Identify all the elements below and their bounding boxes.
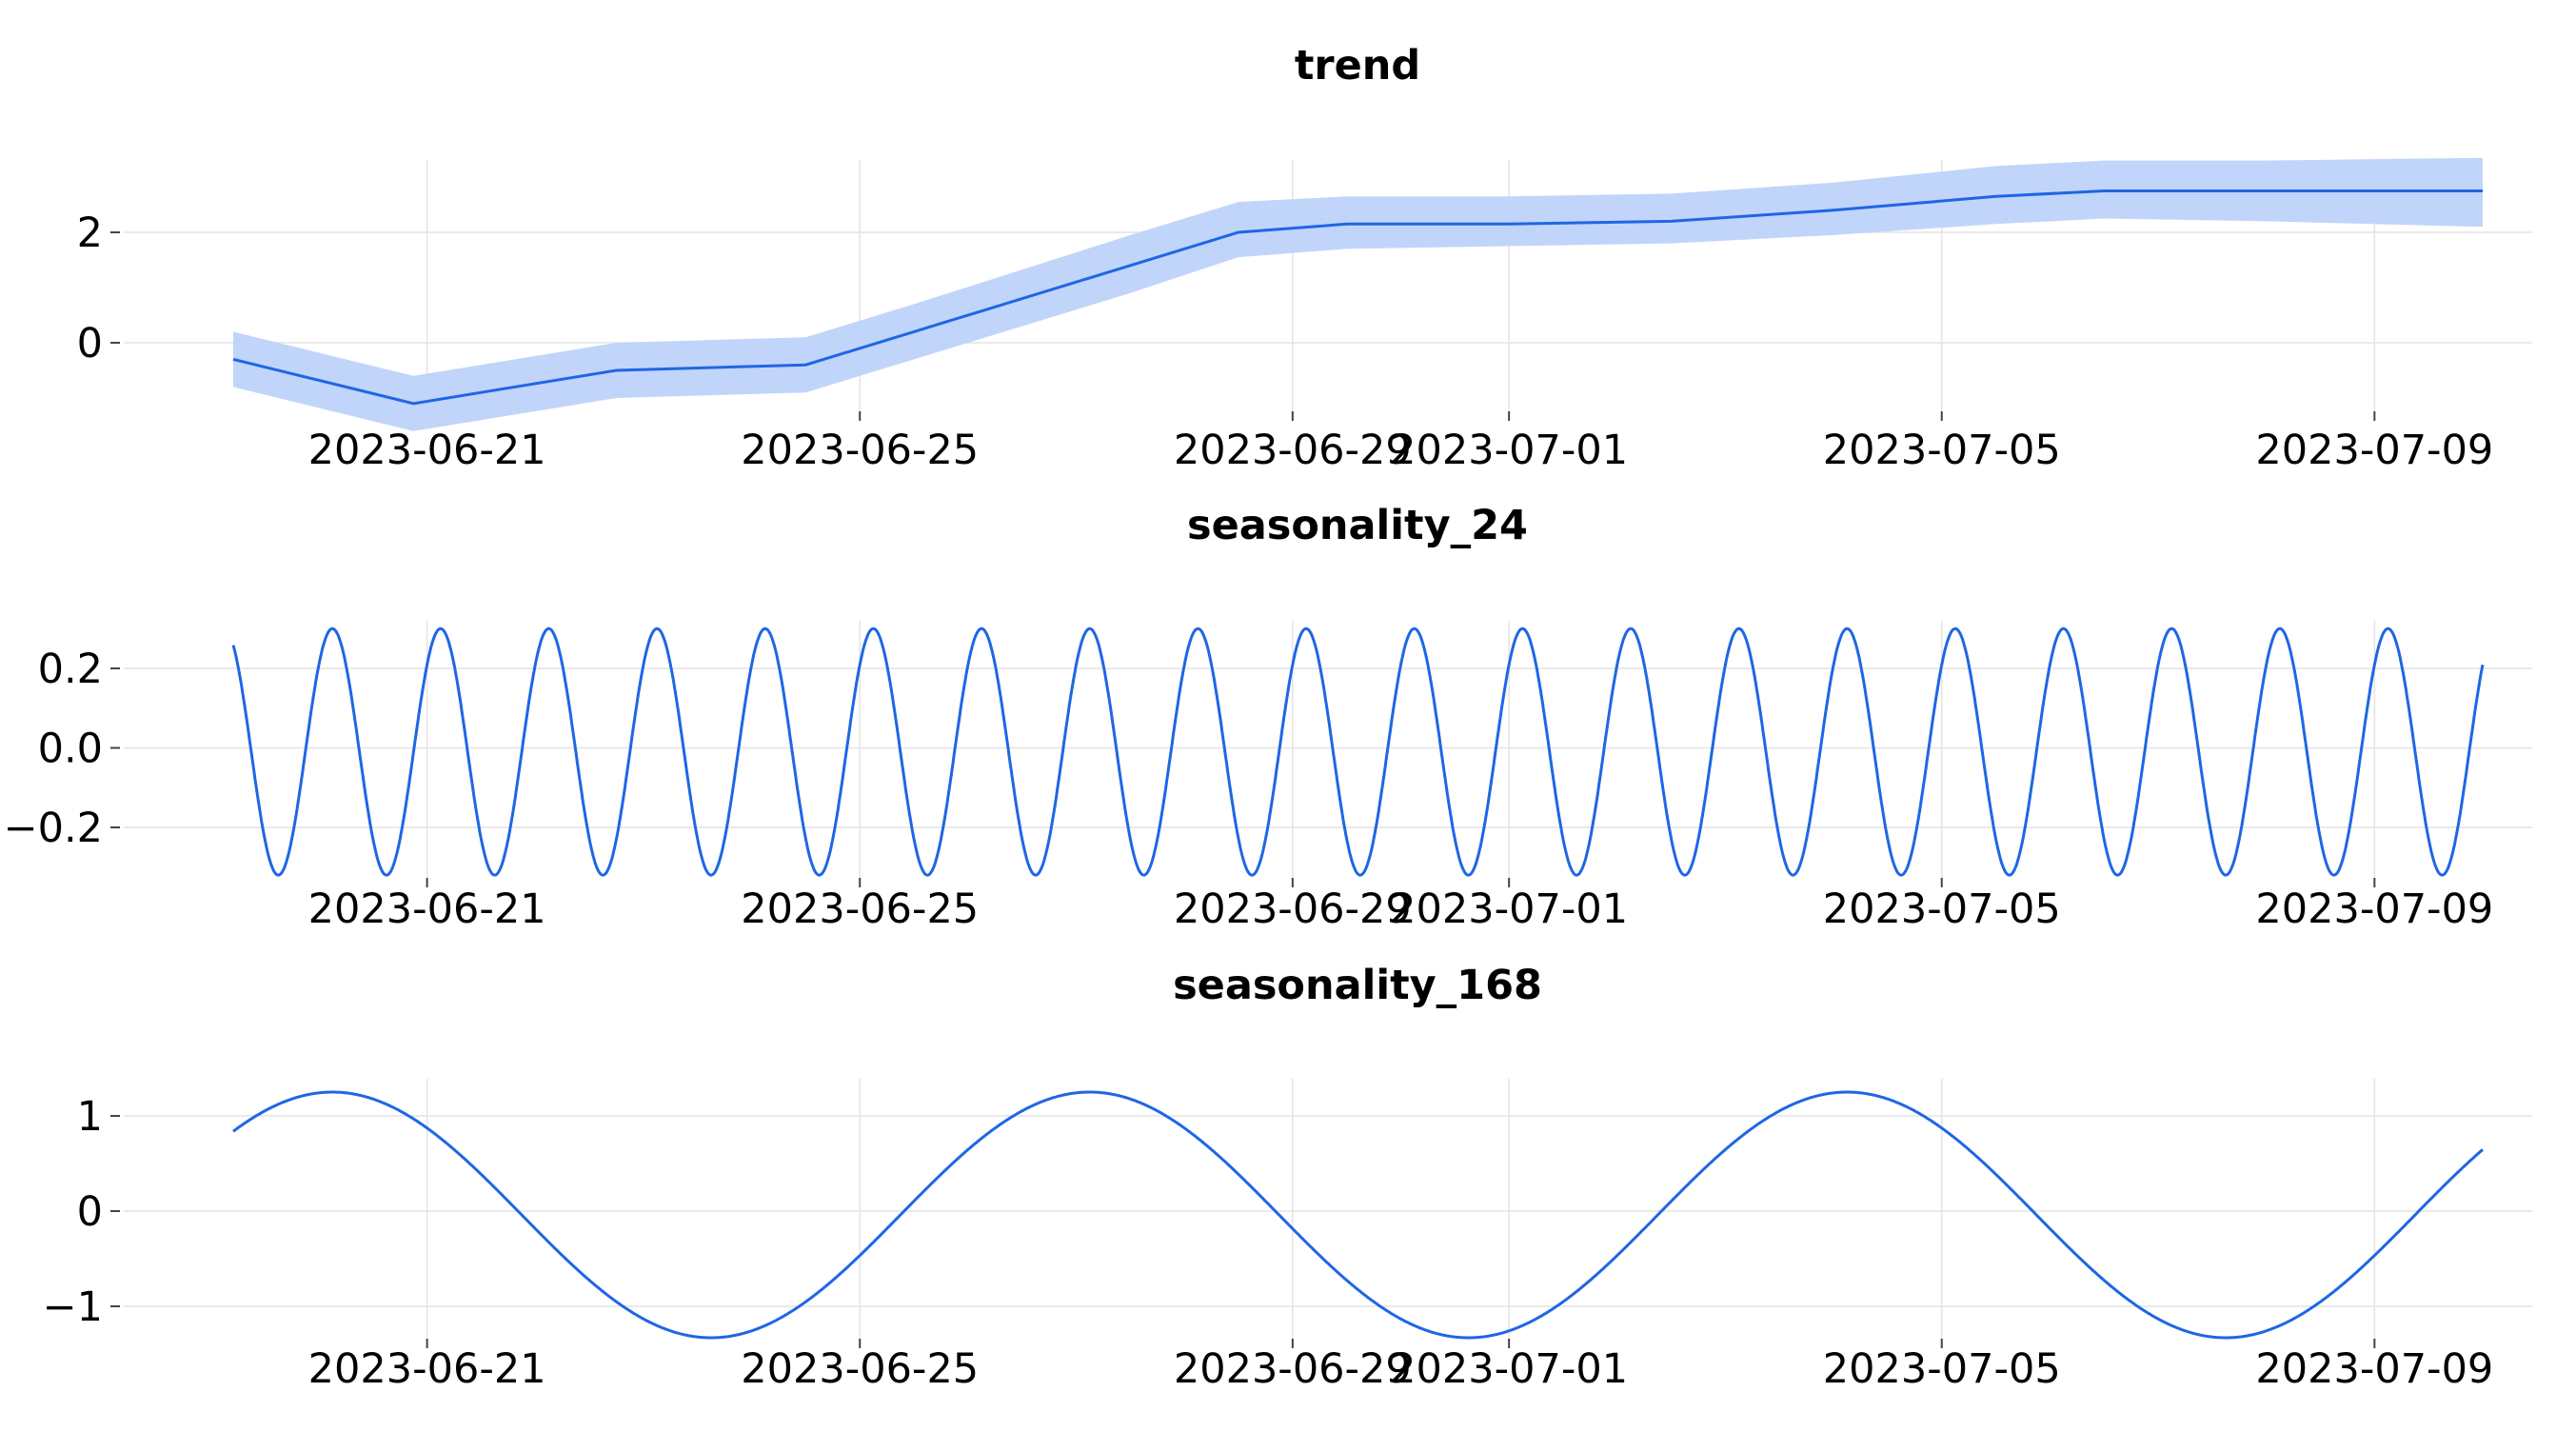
- x-tick-label: 2023-07-05: [1823, 427, 2061, 474]
- panel-title: seasonality_168: [1173, 962, 1542, 1009]
- x-tick-label: 2023-06-25: [741, 1345, 979, 1393]
- x-tick-label: 2023-06-25: [741, 885, 979, 933]
- x-tick-label: 2023-06-21: [308, 885, 546, 933]
- x-tick-label: 2023-06-25: [741, 427, 979, 474]
- x-tick-label: 2023-07-09: [2255, 885, 2493, 933]
- y-tick-label: 1: [77, 1093, 103, 1141]
- x-tick-label: 2023-06-21: [308, 1345, 546, 1393]
- series-line: [232, 189, 2483, 406]
- x-tick-label: 2023-06-29: [1174, 427, 1412, 474]
- uncertainty-band: [233, 157, 2483, 431]
- x-tick-label: 2023-06-21: [308, 427, 546, 474]
- x-tick-label: 2023-07-05: [1823, 885, 2061, 933]
- x-tick-label: 2023-06-29: [1174, 885, 1412, 933]
- x-tick-label: 2023-07-01: [1390, 885, 1628, 933]
- y-tick-label: −0.2: [4, 805, 103, 852]
- x-tick-label: 2023-07-01: [1390, 1345, 1628, 1393]
- series-line: [231, 626, 2485, 877]
- x-tick-label: 2023-07-05: [1823, 1345, 2061, 1393]
- x-tick-label: 2023-06-29: [1174, 1345, 1412, 1393]
- x-tick-label: 2023-07-09: [2255, 427, 2493, 474]
- y-tick-label: 2: [77, 209, 103, 257]
- seasonality-168-panel: seasonality_168 2023-06-21 2023-06-25 2023-…: [43, 962, 2532, 1393]
- y-tick-label: −1: [43, 1283, 103, 1331]
- panel-title: seasonality_24: [1187, 502, 1528, 549]
- y-tick-label: 0.0: [38, 726, 103, 773]
- x-tick-label: 2023-07-01: [1390, 427, 1628, 474]
- x-tick-label: 2023-07-09: [2255, 1345, 2493, 1393]
- panel-title: trend: [1295, 42, 1420, 90]
- series-line: [232, 1090, 2484, 1340]
- y-tick-label: 0: [77, 320, 103, 368]
- y-tick-label: 0: [77, 1188, 103, 1236]
- seasonality-24-panel: seasonality_24 2023-06-21 2023-06-25 2023-0…: [4, 502, 2532, 933]
- y-tick-label: 0.2: [38, 646, 103, 693]
